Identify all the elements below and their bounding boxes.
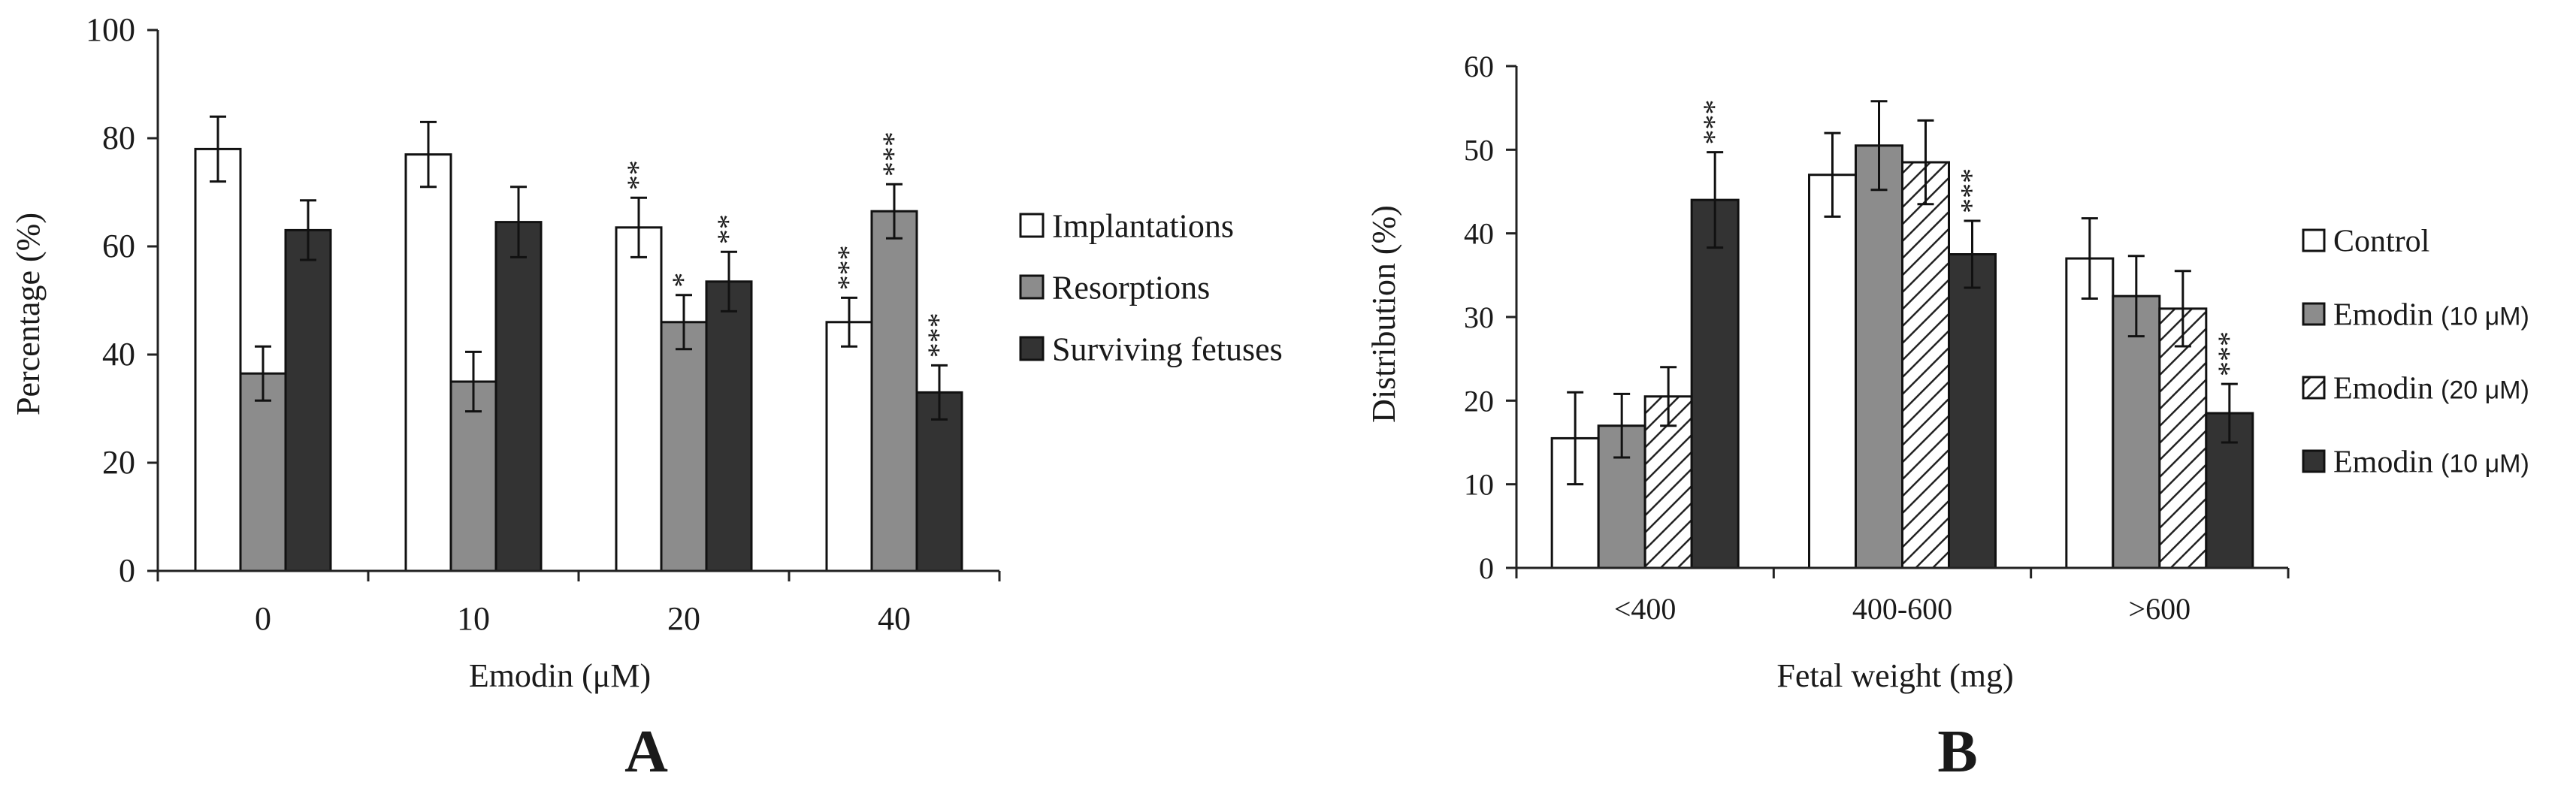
chart-a-x-tick-label: 10	[457, 600, 490, 637]
chart-b-x-tick-label: >600	[2129, 592, 2191, 626]
chart-a-y-tick-label: 0	[119, 552, 135, 589]
chart-b-legend-unit: (10 μM)	[2441, 450, 2529, 479]
chart-b-significance-mark: ***	[2212, 331, 2245, 376]
chart-a-x-tick-label: 20	[667, 600, 700, 637]
chart-a-significance-mark: ***	[831, 245, 865, 290]
chart-b-legend-name: Emodin	[2333, 445, 2433, 480]
chart-a-x-tick-label: 0	[255, 600, 271, 637]
chart-b-y-tick-label: 20	[1464, 384, 1494, 418]
chart-b-x-tick-label: 400-600	[1852, 592, 1952, 626]
chart-b-bar	[1808, 174, 1857, 569]
chart-b-bar	[2065, 257, 2115, 569]
chart-b-bar	[1690, 198, 1740, 569]
chart-a-legend-name: Implantations	[1052, 207, 1234, 244]
chart-a-bar	[404, 153, 452, 572]
chart-a-bar	[494, 221, 543, 572]
chart-a-legend-name: Surviving fetuses	[1052, 331, 1283, 367]
chart-a-y-tick-label: 40	[102, 336, 135, 373]
chart-b-x-tick-label: <400	[1614, 592, 1677, 626]
chart-b-legend-swatch	[2302, 228, 2326, 252]
chart-a-legend-label: Implantations	[1052, 207, 1234, 244]
chart-a-legend-swatch	[1019, 336, 1045, 361]
chart-b-legend-unit: (20 μM)	[2441, 376, 2529, 405]
chart-b-significance-mark: ***	[1955, 168, 1988, 213]
chart-a-significance-mark: **	[621, 160, 655, 190]
chart-a-y-tick-label: 60	[102, 228, 135, 264]
chart-b-significance-mark: ***	[1697, 100, 1731, 145]
chart-a-legend-swatch	[1019, 213, 1045, 238]
chart-b-plot: 0 10 20 30 40 50 60 *** <400 *** 400-600 *** >600	[1464, 50, 2290, 626]
chart-b-y-tick-label: 40	[1464, 217, 1494, 251]
chart-a-significance-mark: ***	[921, 312, 955, 358]
chart-b-legend-name: Control	[2333, 225, 2429, 259]
chart-a-legend-label: Surviving fetuses	[1052, 331, 1283, 367]
chart-a-significance-mark: ***	[876, 131, 910, 177]
chart-b-bar	[1855, 144, 1903, 569]
chart-b: 0 10 20 30 40 50 60 *** <400 *** 400-600 *** >600 Fe…	[1365, 50, 2529, 785]
chart-a-bar	[284, 228, 332, 572]
chart-a-bar	[870, 210, 918, 572]
chart-b-legend-label: Emodin (10 μM)	[2333, 445, 2529, 480]
chart-a-xlabel: Emodin (μM)	[469, 657, 651, 694]
chart-b-y-tick-label: 0	[1479, 551, 1494, 585]
chart-a-legend-label: Resorptions	[1052, 269, 1210, 306]
chart-a-x-tick-label: 40	[878, 600, 911, 637]
chart-b-legend-label: Emodin (20 μM)	[2333, 372, 2529, 406]
chart-b-legend-label: Control	[2333, 225, 2429, 259]
chart-b-bar	[1948, 253, 1997, 569]
chart-b-legend-name: Emodin	[2333, 372, 2433, 406]
chart-a-bar	[239, 372, 287, 572]
chart-b-legend: Control Emodin (10 μM) Emodin (20 μM) Emodin (…	[2302, 225, 2529, 480]
chart-a-panel-label: A	[624, 719, 668, 785]
chart-b-legend-label: Emodin (10 μM)	[2333, 298, 2529, 333]
chart-b-legend-unit: (10 μM)	[2441, 303, 2529, 331]
chart-a-y-tick-label: 80	[102, 119, 135, 156]
chart-a-legend-name: Resorptions	[1052, 269, 1210, 306]
chart-b-legend-swatch	[2302, 376, 2326, 400]
chart-a-significance-mark: *	[666, 273, 700, 288]
chart-b-legend-name: Emodin	[2333, 298, 2433, 333]
chart-b-y-tick-label: 30	[1464, 300, 1494, 334]
chart-a-significance-mark: **	[711, 214, 745, 244]
chart-b-bar	[1901, 161, 1950, 569]
chart-a-y-tick-label: 100	[86, 11, 135, 48]
chart-b-legend-swatch	[2302, 302, 2326, 326]
chart-b-y-tick-label: 10	[1464, 468, 1494, 502]
chart-b-y-tick-label: 60	[1464, 50, 1494, 83]
chart-a-ylabel: Percentage (%)	[10, 213, 47, 415]
chart-b-ylabel: Distribution (%)	[1365, 205, 1402, 423]
chart-b-xlabel: Fetal weight (mg)	[1776, 657, 2013, 694]
chart-a-bar	[825, 321, 873, 572]
chart-a-bar	[915, 391, 963, 572]
chart-b-legend-swatch	[2302, 449, 2326, 473]
chart-b-panel-label: B	[1937, 719, 1977, 785]
chart-a-bar	[194, 147, 242, 572]
chart-b-bar	[2158, 307, 2208, 569]
chart-a-legend-swatch	[1019, 274, 1045, 300]
chart-a-legend: Implantations Resorptions Surviving fetuse…	[1019, 207, 1283, 367]
chart-a-bar	[615, 226, 663, 572]
chart-a-bar	[705, 280, 753, 572]
chart-a-bar	[660, 321, 708, 572]
chart-a-y-tick-label: 20	[102, 444, 135, 481]
chart-b-y-tick-label: 50	[1464, 133, 1494, 167]
